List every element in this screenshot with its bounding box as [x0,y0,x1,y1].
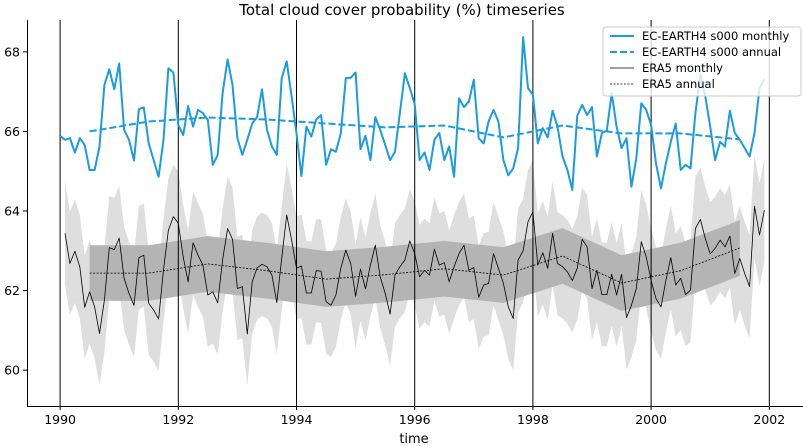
x-tick-label: 1990 [44,412,76,427]
chart-title: Total cloud cover probability (%) timese… [238,1,565,19]
series-lines [59,36,766,335]
x-tick-label: 1998 [517,412,549,427]
x-tick-label: 1994 [281,412,313,427]
legend-label-ec-annual: EC-EARTH4 s000 annual [642,45,781,59]
y-ticks: 60 62 64 66 68 [4,44,27,378]
x-axis-label: time [399,432,428,446]
legend-box [602,26,802,97]
y-tick-label: 68 [4,44,20,59]
x-tick-label: 2000 [635,412,667,427]
era5-monthly-line [64,205,765,335]
x-tick-label: 1992 [162,412,194,427]
y-tick-label: 64 [4,204,20,219]
legend: EC-EARTH4 s000 monthly EC-EARTH4 s000 an… [602,26,802,97]
y-tick-label: 66 [4,124,20,139]
x-tick-label: 2002 [753,412,785,427]
legend-label-ec-monthly: EC-EARTH4 s000 monthly [642,29,789,43]
legend-label-era5-monthly: ERA5 monthly [642,61,723,75]
x-tick-label: 1996 [399,412,431,427]
y-tick-label: 60 [4,363,20,378]
ec-earth-monthly-line [59,36,766,191]
era5-annual-line [89,247,740,284]
legend-label-era5-annual: ERA5 annual [642,77,715,91]
x-ticks: 1990 1992 1994 1996 1998 2000 2002 [44,406,785,427]
y-tick-label: 62 [4,283,20,298]
ec-earth-annual-line [89,116,740,141]
